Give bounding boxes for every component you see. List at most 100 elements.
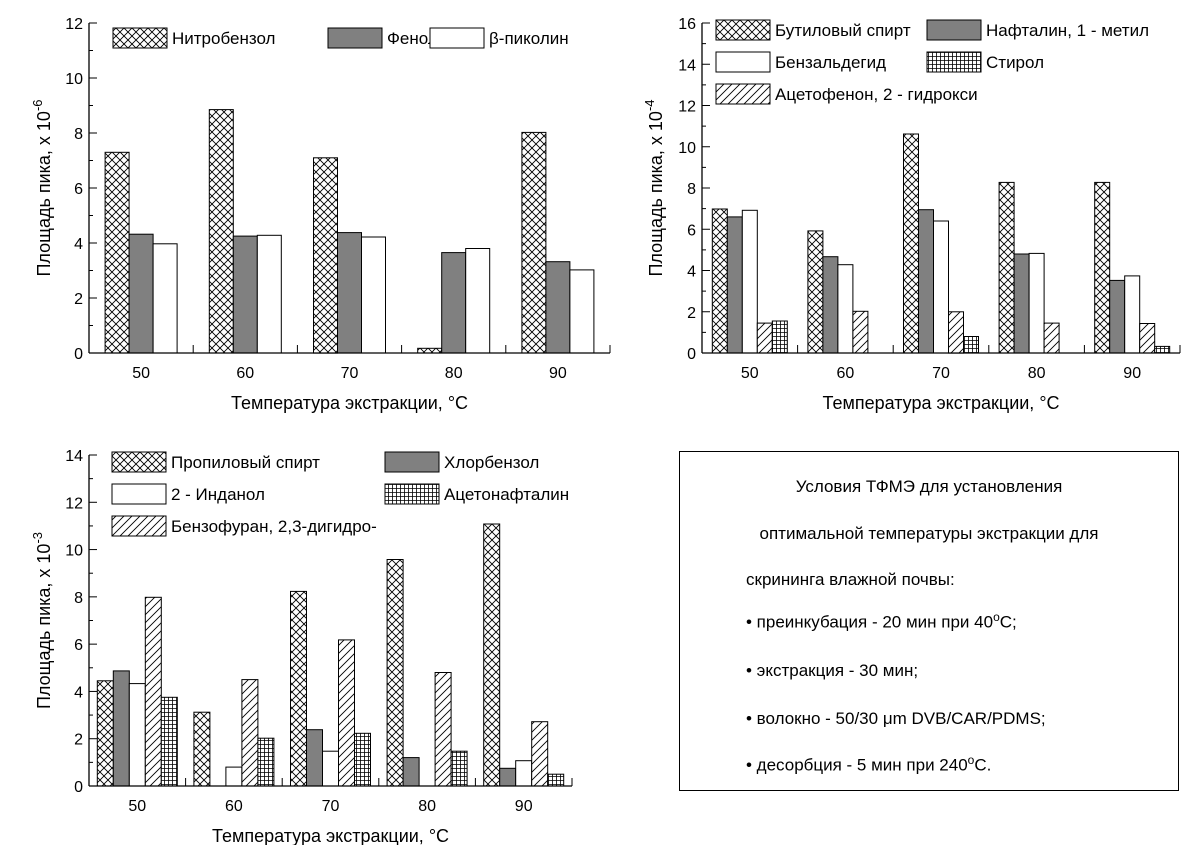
x-tick-label: 90 (1123, 365, 1141, 382)
bar (918, 209, 934, 354)
bar (933, 220, 949, 354)
condition-fiber: • волокно - 50/30 μm DVB/CAR/PDMS; (746, 709, 1046, 728)
condition-preincubation-unit: C; (999, 612, 1017, 632)
legend-label: Нитробензол (172, 29, 275, 48)
condition-desorption-unit: C. (974, 755, 992, 775)
x-tick-label: 80 (1028, 365, 1046, 382)
x-tick-label: 60 (837, 365, 855, 382)
bar (741, 209, 758, 354)
bar (338, 639, 355, 787)
chart-nitrobenzene-phenol: 0 2 4 6 8 10 12 50 60 70 80 90 Температура экстракци… (30, 16, 611, 413)
y-axis-label: Площадь пика, x 10-4 (642, 99, 666, 276)
bar (434, 672, 452, 787)
extraction-conditions-box: Условия ТФМЭ для установления оптимально… (679, 451, 1179, 791)
y-tick-label: 4 (74, 236, 83, 253)
bar (313, 157, 338, 354)
condition-desorption-text: • десорбция - 5 мин при 240 (746, 755, 968, 775)
y-tick-label: 0 (687, 346, 696, 363)
bar (807, 230, 824, 354)
bar (193, 711, 211, 787)
y-tick-label: 14 (65, 448, 83, 465)
legend-swatch (327, 27, 383, 49)
bar (128, 683, 146, 787)
bar (241, 679, 259, 787)
y-tick-label: 12 (65, 16, 83, 33)
x-tick-label: 90 (515, 798, 533, 815)
legend-swatch (926, 51, 982, 73)
bars (711, 133, 1171, 354)
y-axis-label-exponent: -6 (30, 99, 45, 111)
bar (441, 252, 467, 354)
conditions-heading-line1: Условия ТФМЭ для установления (795, 477, 1063, 496)
condition-preincubation-text: • преинкубация - 20 мин при 40 (746, 612, 994, 632)
y-tick-label: 0 (74, 346, 83, 363)
x-tick-label: 80 (418, 798, 436, 815)
bar (998, 181, 1015, 354)
bar (1109, 279, 1126, 354)
legend-swatch (112, 27, 168, 49)
legend-label: Бензальдегид (775, 53, 886, 72)
y-tick-label: 4 (687, 264, 696, 281)
bar (1028, 252, 1045, 354)
legend-swatch (429, 27, 485, 49)
y-tick-label: 6 (74, 181, 83, 198)
y-tick-label: 4 (74, 684, 83, 701)
legend-label: β-пиколин (489, 29, 569, 48)
x-tick-label: 50 (132, 365, 150, 382)
legend-swatch (715, 83, 771, 105)
x-tick-label: 90 (549, 365, 567, 382)
legend-swatch (715, 51, 771, 73)
y-axis-label-exponent: -4 (642, 99, 657, 111)
bar (569, 269, 595, 354)
condition-preincubation: • преинкубация - 20 мин при 40oC; (746, 610, 1017, 633)
bar (711, 208, 728, 354)
bar (112, 670, 130, 787)
bar (465, 248, 491, 354)
chart-butanol-naphthalene: 0 2 4 6 8 10 12 14 16 50 60 70 80 90 Температура экстр… (642, 16, 1181, 413)
bar (256, 234, 282, 354)
bar (1043, 322, 1060, 354)
y-tick-label: 10 (65, 71, 83, 88)
bar (337, 232, 362, 354)
y-tick-label: 14 (678, 57, 696, 74)
x-tick-label: 70 (932, 365, 950, 382)
legend-swatch (384, 451, 440, 473)
degree-sign: o (993, 610, 1000, 624)
bar (450, 750, 468, 787)
bar (225, 766, 243, 787)
bar (361, 236, 386, 354)
bar (257, 737, 275, 787)
bar (322, 750, 339, 787)
bar (144, 596, 162, 787)
legend-swatch (111, 515, 167, 537)
y-axis-label-exponent: -3 (30, 532, 45, 544)
y-tick-label: 8 (74, 126, 83, 143)
x-tick-label: 70 (322, 798, 340, 815)
condition-desorption: • десорбция - 5 мин при 240oC. (746, 753, 991, 776)
y-tick-label: 12 (678, 99, 696, 116)
legend-swatch (384, 483, 440, 505)
bar (1013, 253, 1030, 354)
y-tick-label: 6 (74, 637, 83, 654)
legend-label: Ацетофенон, 2 - гидрокси (775, 85, 978, 104)
bar (771, 320, 788, 354)
bar (208, 109, 234, 354)
y-tick-label: 6 (687, 222, 696, 239)
bar (499, 767, 517, 787)
bar (903, 133, 919, 354)
degree-sign: o (967, 753, 975, 767)
legend: Пропиловый спирт Хлорбензол 2 - Инданол Аце… (111, 451, 569, 537)
x-tick-label: 60 (225, 798, 243, 815)
bar (402, 757, 420, 787)
x-axis-label: Температура экстракции, °C (212, 826, 449, 845)
bar (232, 235, 258, 354)
bar (1154, 345, 1171, 354)
bar (515, 760, 533, 787)
bars (104, 109, 595, 354)
legend-label: 2 - Инданол (171, 485, 265, 504)
bar (1139, 323, 1156, 354)
y-tick-label: 0 (74, 779, 83, 796)
bar (756, 322, 773, 354)
x-tick-label: 50 (128, 798, 146, 815)
